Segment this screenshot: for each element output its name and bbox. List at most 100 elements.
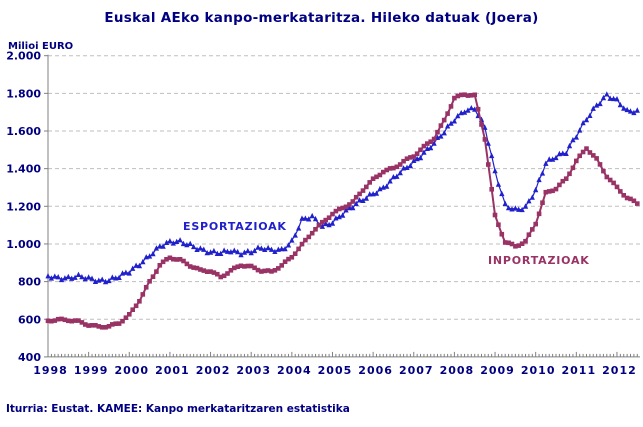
esportazioak-marker: [140, 258, 146, 265]
inportazioak-marker: [49, 318, 54, 324]
inportazioak-marker: [374, 174, 379, 180]
inportazioak-marker: [543, 189, 549, 195]
esportazioak-marker: [607, 95, 613, 101]
inportazioak-marker: [401, 158, 406, 164]
esportazioak-marker: [157, 243, 163, 249]
inportazioak-marker: [445, 111, 450, 116]
inportazioak-marker: [462, 92, 467, 97]
inportazioak-marker: [79, 320, 85, 325]
esportazioak-marker: [99, 276, 105, 282]
esportazioak-marker: [570, 137, 576, 143]
esportazioak-marker: [79, 274, 85, 280]
x-axis-year-label: 2012: [602, 364, 637, 377]
esportazioak-marker: [431, 140, 437, 146]
y-axis-tick-label: 1.600: [6, 125, 41, 138]
inportazioak-marker: [614, 184, 620, 190]
inportazioak-marker: [154, 269, 159, 274]
inportazioak-marker: [289, 255, 295, 260]
esportazioak-marker: [116, 274, 122, 280]
inportazioak-marker: [86, 323, 91, 328]
inportazioak-marker: [143, 285, 149, 290]
inportazioak-marker: [242, 264, 247, 269]
inportazioak-marker: [137, 299, 142, 304]
esportazioak-marker: [627, 108, 634, 114]
inportazioak-marker: [411, 154, 417, 159]
inportazioak-marker: [469, 93, 474, 98]
y-axis-tick-label: 1.800: [6, 87, 41, 100]
inportazioak-marker: [245, 263, 251, 269]
inportazioak-marker: [83, 322, 88, 327]
esportazioak-marker: [62, 275, 68, 281]
inportazioak-marker: [584, 146, 589, 151]
esportazioak-marker: [224, 248, 231, 254]
inportazioak-marker: [489, 187, 494, 192]
inportazioak-marker: [69, 318, 74, 324]
esportazioak-marker: [577, 127, 583, 133]
inportazioak-marker: [164, 257, 169, 262]
esportazioak-marker: [319, 223, 325, 229]
x-axis-year-label: 2003: [236, 364, 271, 377]
inportazioak-marker: [425, 141, 430, 146]
inportazioak-marker: [604, 174, 610, 180]
inportazioak-marker: [618, 189, 623, 194]
esportazioak-marker: [407, 162, 413, 169]
y-axis-unit-label: Milioi EURO: [8, 41, 74, 52]
inportazioak-marker: [225, 271, 230, 276]
esportazioak-marker: [262, 246, 268, 252]
esportazioak-marker: [153, 245, 159, 251]
esportazioak-marker: [377, 185, 383, 192]
esportazioak-marker: [522, 203, 529, 209]
inportazioak-marker: [523, 238, 528, 244]
x-axis-year-label: 2002: [196, 364, 231, 377]
inportazioak-marker: [611, 180, 616, 186]
inportazioak-marker: [631, 198, 637, 204]
inportazioak-marker: [72, 318, 78, 323]
inportazioak-marker: [553, 186, 559, 192]
inportazioak-marker: [259, 269, 264, 274]
esportazioak-marker: [160, 243, 166, 249]
x-axis-year-label: 2007: [399, 364, 434, 377]
esportazioak-marker: [451, 118, 457, 124]
inportazioak-marker: [496, 222, 501, 227]
inportazioak-marker: [303, 237, 308, 243]
inportazioak-marker: [187, 264, 193, 269]
esportazioak-marker: [529, 194, 535, 200]
inportazioak-marker: [181, 258, 186, 264]
esportazioak-marker: [519, 206, 525, 213]
inportazioak-marker: [441, 117, 447, 123]
esportazioak-marker: [502, 200, 508, 206]
inportazioak-marker: [323, 217, 328, 223]
inportazioak-marker: [337, 206, 342, 212]
esportazioak-marker: [174, 238, 180, 244]
inportazioak-marker: [326, 215, 332, 220]
inportazioak-marker: [218, 274, 223, 280]
esportazioak-marker: [566, 142, 573, 149]
inportazioak-marker: [486, 162, 491, 167]
inportazioak-marker: [418, 147, 423, 153]
y-axis-tick-label: 1.400: [6, 163, 41, 176]
esportazioak-marker: [533, 186, 539, 193]
inportazioak-marker: [448, 104, 454, 109]
esportazioak-marker: [441, 130, 447, 136]
inportazioak-marker: [252, 265, 257, 271]
inportazioak-marker: [394, 164, 400, 170]
x-axis-year-label: 2000: [114, 364, 149, 377]
series-label-esportazioak: ESPORTAZIOAK: [183, 220, 287, 233]
inportazioak-marker: [292, 251, 298, 256]
esportazioak-marker: [350, 204, 356, 211]
inportazioak-marker: [99, 325, 105, 330]
esportazioak-marker: [72, 274, 78, 280]
esportazioak-marker: [289, 237, 295, 243]
inportazioak-marker: [438, 123, 444, 128]
x-axis-year-label: 2009: [480, 364, 515, 377]
inportazioak-marker: [387, 166, 393, 171]
y-axis-tick-label: 1.000: [6, 238, 41, 251]
esportazioak-marker: [258, 245, 264, 251]
esportazioak-marker: [573, 134, 579, 140]
esportazioak-marker: [255, 244, 261, 250]
esportazioak-marker: [367, 191, 373, 197]
esportazioak-marker: [563, 150, 569, 156]
esportazioak-marker: [86, 274, 92, 280]
esportazioak-marker: [550, 156, 556, 162]
esportazioak-marker: [241, 249, 248, 255]
